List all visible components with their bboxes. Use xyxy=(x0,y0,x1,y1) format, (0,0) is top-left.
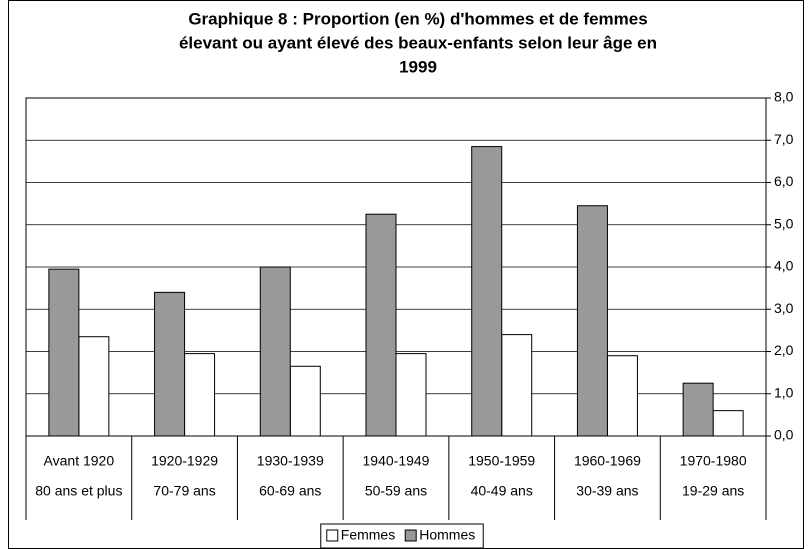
y-tick-label: 4,0 xyxy=(774,258,794,274)
y-tick-label: 6,0 xyxy=(774,173,794,189)
legend-box xyxy=(320,523,484,549)
bar xyxy=(289,365,321,437)
bar xyxy=(154,291,186,437)
y-tick-label: 8,0 xyxy=(774,89,794,105)
bar xyxy=(712,410,744,437)
x-tick-label: 1970-1980 xyxy=(680,453,747,469)
x-tick-label: 50-59 ans xyxy=(365,483,427,499)
bar xyxy=(48,268,80,437)
chart-title: 1999 xyxy=(399,57,437,76)
x-tick-label: 1930-1939 xyxy=(257,453,324,469)
x-tick-label: 70-79 ans xyxy=(153,483,215,499)
bar xyxy=(395,353,427,437)
y-tick-label: 2,0 xyxy=(774,342,794,358)
x-tick-label: 1920-1929 xyxy=(151,453,218,469)
y-tick-label: 0,0 xyxy=(774,427,794,443)
x-tick-label: 1960-1969 xyxy=(574,453,641,469)
bar xyxy=(259,266,291,437)
bar xyxy=(78,336,110,437)
y-tick-label: 7,0 xyxy=(774,131,794,147)
x-tick-label: 19-29 ans xyxy=(682,483,744,499)
x-tick-label: Avant 1920 xyxy=(44,453,115,469)
x-tick-label: 1940-1949 xyxy=(363,453,430,469)
bar xyxy=(576,205,608,437)
x-tick-label: 60-69 ans xyxy=(259,483,321,499)
y-tick-label: 5,0 xyxy=(774,215,794,231)
x-tick-label: 80 ans et plus xyxy=(35,483,122,499)
legend-swatch xyxy=(404,529,417,542)
bar xyxy=(184,353,216,437)
bar xyxy=(471,146,503,437)
legend-label: Hommes xyxy=(419,527,475,543)
legend-label: Femmes xyxy=(341,527,395,543)
y-tick-label: 1,0 xyxy=(774,384,794,400)
x-tick-label: 30-39 ans xyxy=(576,483,638,499)
bar xyxy=(606,355,638,437)
legend: Femmes Hommes xyxy=(320,523,484,549)
chart-title: élevant ou ayant élevé des beaux-enfants… xyxy=(179,33,657,52)
legend-swatch xyxy=(326,529,339,542)
y-tick-label: 3,0 xyxy=(774,300,794,316)
x-tick-label: 40-49 ans xyxy=(471,483,533,499)
bar xyxy=(365,213,397,437)
x-tick-label: 1950-1959 xyxy=(468,453,535,469)
bar xyxy=(682,382,714,437)
chart-title: Graphique 8 : Proportion (en %) d'hommes… xyxy=(188,9,647,28)
bar xyxy=(501,334,533,437)
